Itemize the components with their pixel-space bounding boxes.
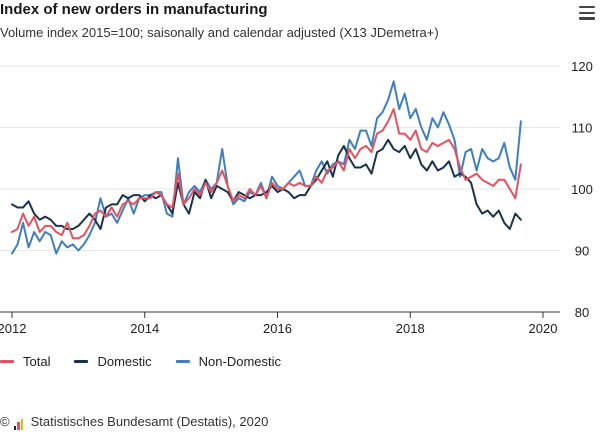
y-tick-label: 100 <box>571 182 593 197</box>
line-chart: 80 90 100 110 120 2012 2014 2016 2018 2020 <box>0 59 593 336</box>
legend-swatch <box>175 360 190 363</box>
destatis-logo-icon <box>13 415 26 430</box>
x-tick-label: 2020 <box>529 321 558 336</box>
legend-swatch <box>74 360 89 363</box>
chart-subtitle: Volume index 2015=100; saisonally and ca… <box>0 25 439 40</box>
series-line-total <box>11 108 522 240</box>
hamburger-menu-icon[interactable] <box>579 6 595 22</box>
legend-label: Non-Domestic <box>198 354 282 369</box>
axes <box>0 311 560 318</box>
y-tick-label: 90 <box>575 244 589 259</box>
x-tick-label: 2016 <box>263 321 292 336</box>
menu-bar <box>579 11 595 15</box>
legend-item[interactable]: Total <box>0 354 50 369</box>
copyright-symbol: © <box>0 414 10 429</box>
series-line-domestic <box>11 138 522 230</box>
x-tick-label: 2018 <box>396 321 425 336</box>
legend-item[interactable]: Domestic <box>74 354 152 369</box>
legend-item[interactable]: Non-Domestic <box>175 354 282 369</box>
chart-title: Index of new orders in manufacturing <box>0 1 268 18</box>
source-footer: © Statistisches Bundesamt (Destatis), 202… <box>0 414 269 430</box>
x-tick-label: 2014 <box>130 321 159 336</box>
source-text: Statistisches Bundesamt (Destatis), 2020 <box>30 414 269 429</box>
y-tick-label: 120 <box>571 59 593 74</box>
series-lines <box>11 80 522 255</box>
y-tick-label: 110 <box>572 121 593 136</box>
legend-swatch <box>0 360 14 363</box>
menu-bar <box>579 6 595 9</box>
legend: Total Domestic Non-Domestic <box>0 351 305 369</box>
y-tick-label: 80 <box>575 305 589 320</box>
menu-bar <box>579 17 595 20</box>
legend-label: Domestic <box>97 354 152 369</box>
legend-label: Total <box>23 354 51 369</box>
tick-labels: 80 90 100 110 120 2012 2014 2016 2018 2020 <box>0 59 593 336</box>
x-tick-label: 2012 <box>0 321 26 336</box>
gridlines <box>0 65 560 251</box>
